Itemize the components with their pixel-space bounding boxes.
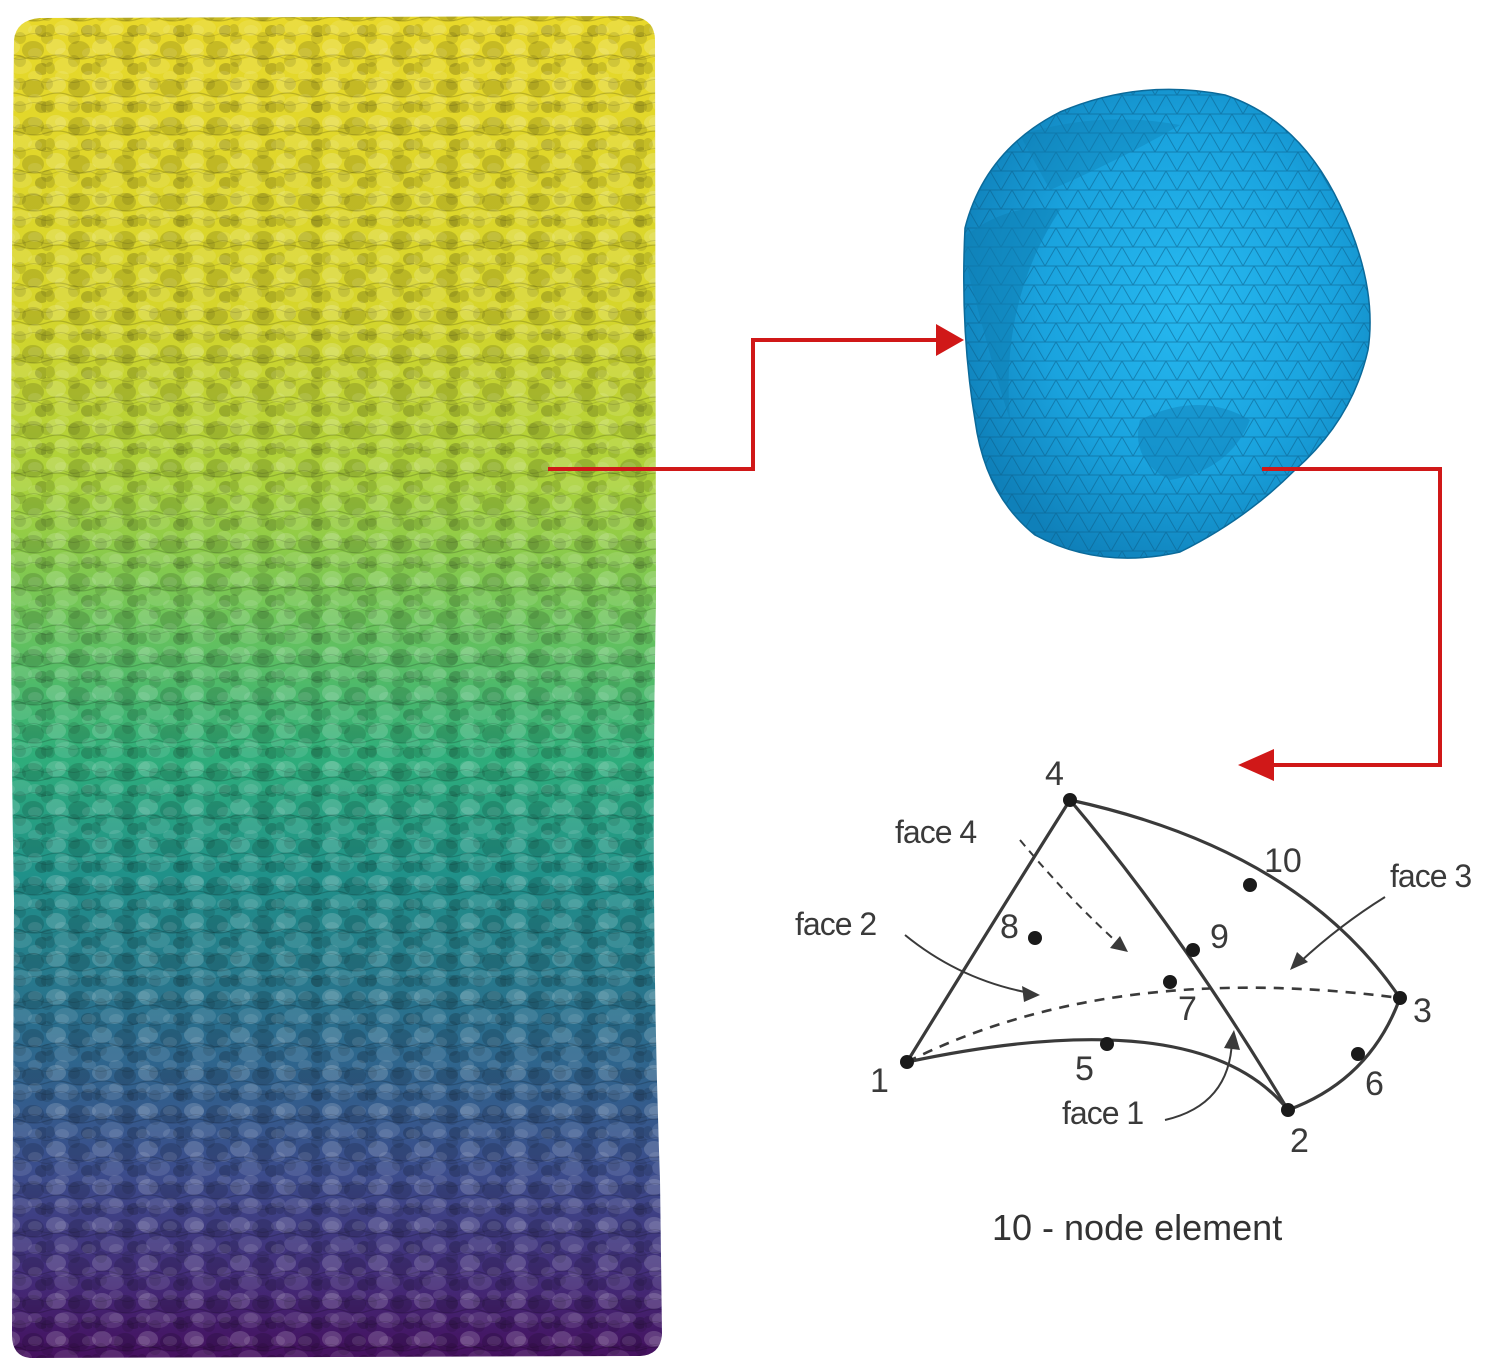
node-label-6: 6 — [1365, 1065, 1384, 1103]
node-label-10: 10 — [1264, 842, 1302, 880]
face-label-2: face 2 — [795, 906, 876, 942]
node-label-1: 1 — [870, 1062, 889, 1100]
node-9-point — [1186, 943, 1200, 957]
node-1-point — [900, 1055, 914, 1069]
node-label-5: 5 — [1075, 1050, 1094, 1088]
node-2-point — [1281, 1103, 1295, 1117]
node-label-3: 3 — [1413, 992, 1432, 1030]
node-5-point — [1100, 1037, 1114, 1051]
face-label-3: face 3 — [1390, 858, 1471, 894]
node-label-4: 4 — [1045, 755, 1064, 793]
node-label-9: 9 — [1210, 918, 1229, 956]
node-label-7: 7 — [1178, 990, 1197, 1028]
face-label-1: face 1 — [1062, 1095, 1143, 1131]
node-8-point — [1028, 931, 1042, 945]
red-connector-arrow-2 — [1238, 467, 1442, 781]
node-label-8: 8 — [1000, 908, 1019, 946]
meshed-particle — [963, 88, 1371, 559]
red-connector-arrow-1 — [548, 324, 964, 471]
element-caption: 10 - node element — [992, 1207, 1282, 1248]
node-10-point — [1243, 878, 1257, 892]
node-7-point — [1163, 975, 1177, 989]
face-label-4: face 4 — [895, 814, 976, 850]
node-4-point — [1063, 793, 1077, 807]
node-6-point — [1351, 1047, 1365, 1061]
node-3-point — [1393, 991, 1407, 1005]
particle-column — [11, 16, 662, 1358]
node-label-2: 2 — [1290, 1122, 1309, 1160]
tetra-element: 1 2 3 4 5 6 7 8 9 10 face 1 face 2 face … — [795, 755, 1472, 1248]
